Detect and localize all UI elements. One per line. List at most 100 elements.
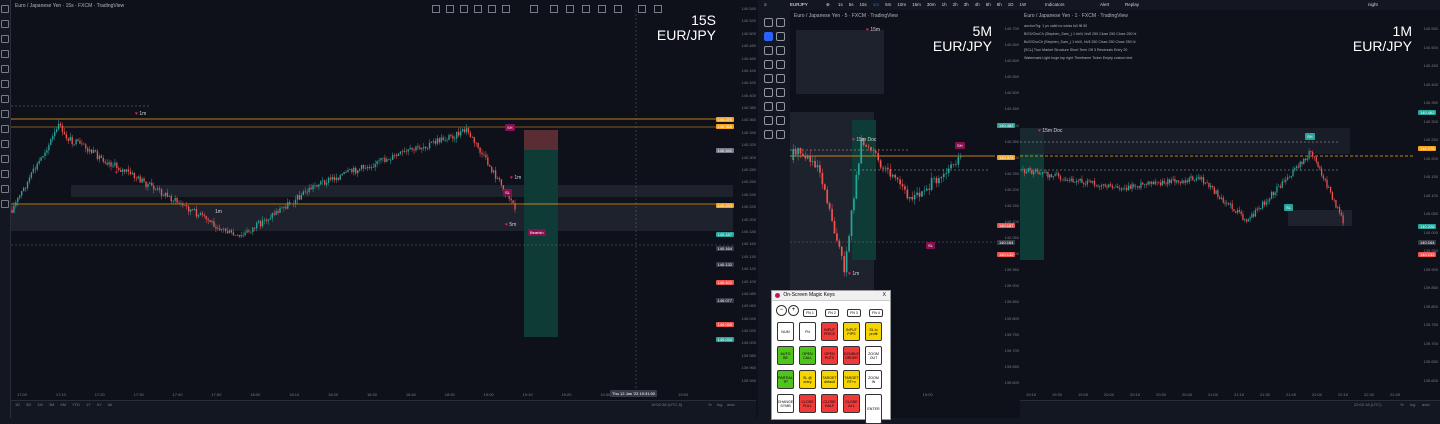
screener-icon[interactable] — [776, 74, 785, 83]
magic-key-input-price[interactable]: INPUT PRICE — [821, 322, 838, 341]
fn-key-3[interactable]: FN 3 — [847, 309, 861, 317]
price-axis[interactable]: 140.550 140.500 140.450 140.400 140.350 140.3… — [1416, 20, 1440, 404]
range-button-1y[interactable]: 1Y — [85, 402, 91, 407]
tool-icon[interactable] — [614, 5, 622, 13]
tool-icon[interactable] — [530, 5, 538, 13]
zoom-icon[interactable] — [1, 140, 9, 148]
price-axis[interactable]: 140.700 140.650 140.600 140.550 140.500 140.4… — [997, 20, 1020, 404]
replay-button[interactable]: Replay — [1125, 2, 1140, 7]
calendar-icon[interactable] — [764, 102, 773, 111]
interval-1m[interactable]: 1m — [872, 2, 880, 7]
tool-icon[interactable] — [598, 5, 606, 13]
interval-5s[interactable]: 5s — [848, 2, 854, 7]
fib-icon[interactable] — [1, 35, 9, 43]
magic-key-target-default[interactable]: TARGET default — [821, 370, 838, 389]
interval-1s[interactable]: 1s — [838, 2, 843, 7]
news-icon[interactable] — [764, 116, 773, 125]
tool-icon[interactable] — [638, 5, 646, 13]
price-chart-1m[interactable] — [1020, 20, 1415, 398]
tool-icon[interactable] — [460, 5, 468, 13]
range-button-5y[interactable]: 5Y — [96, 402, 102, 407]
idea-icon[interactable] — [776, 18, 785, 27]
menu-icon[interactable]: ≡ — [764, 2, 767, 7]
indicators-button[interactable]: Indicators — [1045, 2, 1065, 7]
price-chart-15s[interactable] — [11, 10, 733, 390]
interval-15m[interactable]: 15m — [912, 2, 921, 7]
star-icon[interactable] — [764, 74, 773, 83]
tool-icon[interactable] — [488, 5, 496, 13]
magic-key-auto-be[interactable]: AUTO BE — [777, 346, 794, 365]
interval-2h[interactable]: 2h — [952, 2, 958, 7]
magic-key-open-puts[interactable]: OPEN PUTS — [821, 346, 838, 365]
magic-key-close-all[interactable]: CLOSE ALL — [843, 394, 860, 413]
magic-key-enter[interactable]: ENTER — [865, 394, 882, 424]
magic-key-num[interactable]: NUM — [777, 322, 794, 341]
interval-30m[interactable]: 30m — [926, 2, 936, 7]
interval-1h[interactable]: 1h — [941, 2, 947, 7]
fn-key-1[interactable]: FN 1 — [803, 309, 817, 317]
magic-keys-titlebar[interactable]: On-Screen Magic Keys X — [772, 291, 890, 301]
magic-key-double-order[interactable]: DOUBLE ORDER — [843, 346, 860, 365]
fn-key-2[interactable]: FN 2 — [825, 309, 839, 317]
interval-15s[interactable]: 15s — [859, 2, 867, 7]
interval-5m[interactable]: 5m — [885, 2, 892, 7]
auto-toggle[interactable]: auto — [1422, 402, 1430, 407]
alert-button[interactable]: Alert — [1100, 2, 1110, 7]
range-button-all[interactable]: All — [107, 402, 113, 407]
magic-key-open-call[interactable]: OPEN CALL — [799, 346, 816, 365]
auto-toggle[interactable]: auto — [727, 402, 735, 407]
interval-4h[interactable]: 4h — [974, 2, 980, 7]
magic-keys-window[interactable]: On-Screen Magic Keys X − + FN 1 FN 2 FN 3 F… — [771, 290, 891, 424]
range-button-3m[interactable]: 3M — [48, 402, 55, 407]
price-axis[interactable]: 140.540 140.520 140.500 140.480 140.460 140.4… — [734, 0, 758, 404]
symbol-search[interactable]: EURJPY — [790, 2, 808, 7]
bell-icon[interactable] — [764, 18, 773, 27]
range-button-6m[interactable]: 6M — [60, 402, 66, 407]
close-icon[interactable]: X — [882, 292, 886, 298]
magic-key-change-symb[interactable]: CHANGE SYMB — [777, 394, 794, 413]
chart-pane-1m[interactable]: Euro / Japanese Yen · 1 · FXCM · Trading… — [1020, 10, 1440, 418]
bulb-icon[interactable] — [776, 60, 785, 69]
magic-key-zoom-in[interactable]: ZOOM IN — [865, 370, 882, 389]
pct-toggle[interactable]: % — [1400, 402, 1404, 407]
pct-toggle[interactable]: % — [708, 402, 712, 407]
tool-icon[interactable] — [432, 5, 440, 13]
list-icon[interactable] — [764, 88, 773, 97]
range-button-ytd[interactable]: YTD — [71, 402, 80, 407]
lock-icon[interactable] — [776, 116, 785, 125]
add-symbol-icon[interactable]: ⊕ — [826, 2, 830, 7]
magic-key-close-full[interactable]: CLOSE FULL — [799, 394, 816, 413]
chart-pane-15s[interactable]: Euro / Japanese Yen · 15s · FXCM · Tradi… — [0, 0, 758, 418]
trash-icon[interactable] — [776, 130, 785, 139]
trash-icon[interactable] — [1, 200, 9, 208]
tool-icon[interactable] — [502, 5, 510, 13]
zoom-in-icon[interactable]: + — [788, 305, 799, 316]
magnet-icon[interactable] — [1, 155, 9, 163]
tool-icon[interactable] — [582, 5, 590, 13]
magic-key-close-half[interactable]: CLOSE HALF — [821, 394, 838, 413]
prediction-icon[interactable] — [1, 95, 9, 103]
eye-icon[interactable] — [776, 102, 785, 111]
range-button-1m[interactable]: 1M — [37, 402, 43, 407]
heart-icon[interactable] — [1, 110, 9, 118]
tool-icon[interactable] — [474, 5, 482, 13]
chart-icon[interactable] — [764, 32, 773, 41]
magic-key-zoom-out[interactable]: ZOOM OUT — [865, 346, 882, 365]
eye-icon[interactable] — [1, 185, 9, 193]
magic-key-input-pips[interactable]: INPUT PIPS — [843, 322, 860, 341]
trendline-icon[interactable] — [1, 20, 9, 28]
magic-key-fn[interactable]: FN — [799, 322, 816, 341]
price-chart-5m[interactable] — [790, 20, 995, 398]
magic-key-partial-tp[interactable]: PARTIAL TP — [777, 370, 794, 389]
interval-6h[interactable]: 6h — [985, 2, 991, 7]
log-toggle[interactable]: log — [717, 402, 723, 407]
range-button-1d[interactable]: 1D — [15, 402, 21, 407]
interval-1D[interactable]: 1D — [1007, 2, 1014, 7]
tool-icon[interactable] — [566, 5, 574, 13]
interval-8h[interactable]: 8h — [996, 2, 1002, 7]
layout-name[interactable]: night — [1368, 2, 1378, 7]
log-toggle[interactable]: log — [1410, 402, 1416, 407]
gear-icon[interactable] — [776, 32, 785, 41]
layers-icon[interactable] — [764, 60, 773, 69]
tool-icon[interactable] — [654, 5, 662, 13]
